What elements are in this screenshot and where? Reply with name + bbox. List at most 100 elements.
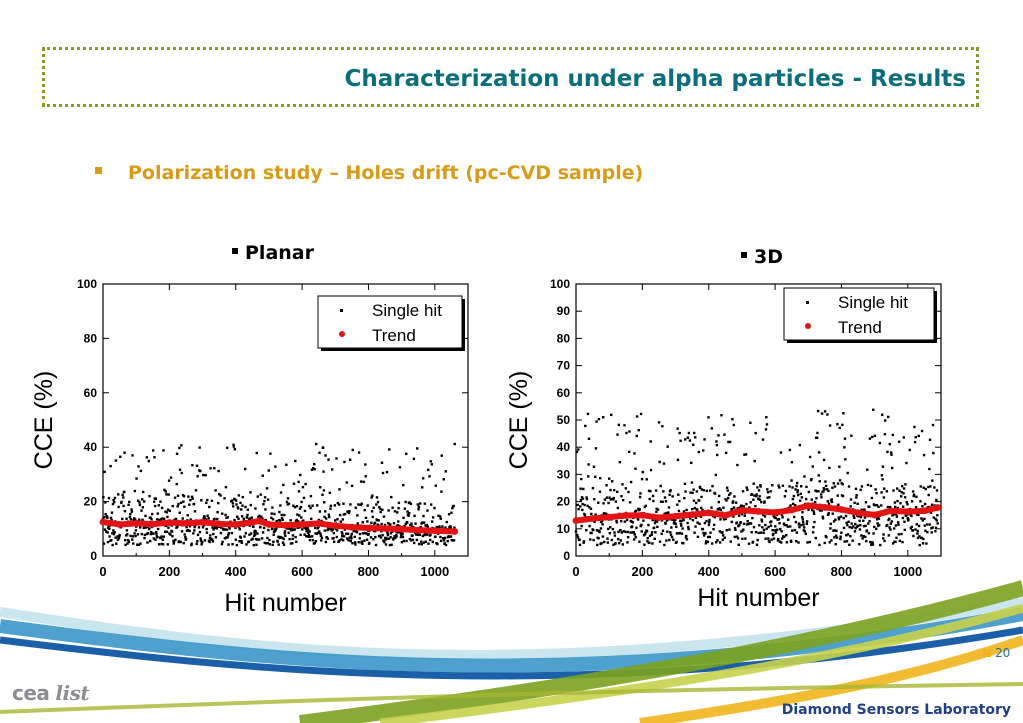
single-hit-point <box>271 506 274 509</box>
single-hit-point <box>249 532 253 535</box>
single-hit-point <box>136 543 139 546</box>
single-hit-point <box>209 467 212 470</box>
single-hit-point <box>338 538 342 542</box>
single-hit-point <box>439 517 442 520</box>
single-hit-point <box>395 533 398 537</box>
single-hit-point <box>149 532 153 536</box>
single-hit-point <box>650 533 653 536</box>
single-hit-point <box>178 511 181 514</box>
single-hit-point <box>250 538 253 541</box>
single-hit-point <box>614 500 618 503</box>
single-hit-point <box>832 529 835 532</box>
single-hit-point <box>371 515 374 519</box>
single-hit-point <box>843 540 846 543</box>
single-hit-point <box>616 537 620 541</box>
single-hit-point <box>131 454 134 457</box>
single-hit-point <box>638 540 641 543</box>
single-hit-point <box>900 484 904 488</box>
single-hit-point <box>577 507 580 511</box>
single-hit-point <box>344 532 348 535</box>
single-hit-point <box>167 479 171 482</box>
single-hit-point <box>826 513 830 516</box>
single-hit-point <box>328 527 331 531</box>
single-hit-point <box>802 523 805 526</box>
single-hit-point <box>621 543 625 546</box>
single-hit-point <box>665 511 668 515</box>
single-hit-point <box>220 526 223 529</box>
single-hit-point <box>261 517 264 520</box>
single-hit-point <box>895 536 898 539</box>
single-hit-point <box>741 490 745 493</box>
single-hit-point <box>889 528 892 531</box>
single-hit-point <box>666 445 669 448</box>
single-hit-point <box>291 542 294 545</box>
single-hit-point <box>146 532 150 535</box>
single-hit-point <box>781 516 784 519</box>
single-hit-point <box>127 539 130 542</box>
single-hit-point <box>360 502 363 505</box>
single-hit-point <box>193 525 196 529</box>
single-hit-point <box>777 484 780 487</box>
single-hit-point <box>631 521 634 524</box>
trend-point <box>921 507 928 515</box>
single-hit-point <box>236 507 240 510</box>
single-hit-point <box>248 524 252 527</box>
single-hit-point <box>883 539 886 543</box>
trend-point <box>248 518 256 526</box>
page-number: 20 <box>983 646 1010 660</box>
single-hit-point <box>789 525 792 528</box>
single-hit-point <box>719 508 723 512</box>
single-hit-point <box>582 541 585 544</box>
single-hit-point <box>904 514 907 517</box>
single-hit-point <box>841 494 845 498</box>
single-hit-point <box>682 542 685 545</box>
single-hit-point <box>371 494 374 497</box>
single-hit-point <box>780 530 783 533</box>
single-hit-point <box>162 535 165 538</box>
single-hit-point <box>609 488 612 492</box>
single-hit-point <box>902 436 906 439</box>
single-hit-point <box>805 522 809 526</box>
single-hit-point <box>444 470 447 473</box>
single-hit-point <box>139 469 143 473</box>
single-hit-point <box>117 505 120 509</box>
single-hit-point <box>615 519 618 523</box>
single-hit-point <box>580 524 583 528</box>
single-hit-point <box>676 427 679 430</box>
single-hit-point <box>858 528 862 531</box>
single-hit-point <box>142 500 146 503</box>
single-hit-point <box>238 540 241 543</box>
single-hit-point <box>399 532 402 535</box>
single-hit-point <box>444 543 448 547</box>
single-hit-point <box>669 489 672 492</box>
single-hit-point <box>366 504 369 507</box>
single-hit-point <box>198 530 202 534</box>
single-hit-point <box>431 540 435 544</box>
single-hit-point <box>752 525 756 529</box>
single-hit-point <box>335 535 339 539</box>
single-hit-point <box>752 498 755 501</box>
single-hit-point <box>263 496 267 499</box>
single-hit-point <box>112 498 115 502</box>
single-hit-point <box>617 530 620 534</box>
single-hit-point <box>918 535 921 538</box>
single-hit-point <box>635 415 639 418</box>
single-hit-point <box>387 522 390 525</box>
single-hit-point <box>140 509 143 512</box>
single-hit-point <box>828 424 832 427</box>
single-hit-point <box>364 516 368 520</box>
single-hit-point <box>274 528 277 532</box>
single-hit-point <box>737 543 740 546</box>
single-hit-point <box>674 518 677 521</box>
single-hit-point <box>227 533 230 537</box>
single-hit-point <box>169 476 173 479</box>
single-hit-point <box>322 446 325 449</box>
single-hit-point <box>708 535 712 539</box>
single-hit-point <box>848 525 851 529</box>
single-hit-point <box>880 474 884 477</box>
single-hit-point <box>381 508 384 512</box>
single-hit-point <box>685 538 689 541</box>
single-hit-point <box>276 540 279 543</box>
single-hit-point <box>696 521 699 524</box>
